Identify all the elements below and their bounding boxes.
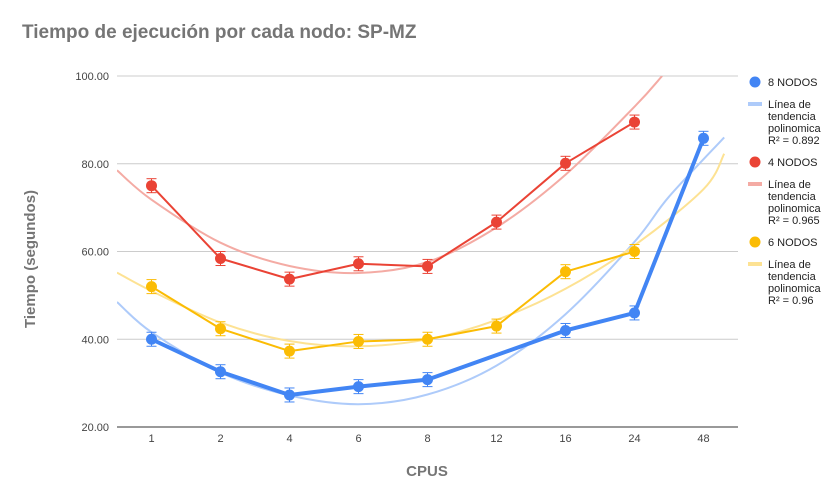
data-series — [146, 114, 709, 403]
legend-trend-label: R² = 0.965 — [768, 215, 820, 227]
data-point — [422, 333, 433, 345]
data-point — [629, 246, 640, 257]
data-point — [284, 389, 295, 401]
legend-trend-label: R² = 0.96 — [768, 295, 814, 307]
data-point — [560, 157, 571, 169]
x-tick-label: 16 — [559, 433, 571, 445]
y-axis-ticks: 20.00 40.00 60.00 80.00 100.00 — [75, 71, 109, 434]
legend-trend-label: Línea de — [768, 179, 811, 191]
y-tick-label: 40.00 — [81, 334, 109, 346]
legend-marker-4-nodos — [749, 156, 761, 168]
y-tick-label: 100.00 — [75, 71, 109, 83]
legend-trend-label: Línea de — [768, 99, 811, 111]
legend-marker-8-nodos — [749, 76, 761, 88]
data-point — [629, 307, 640, 319]
data-point — [422, 374, 433, 386]
legend-trend-label: tendencia — [768, 111, 817, 123]
data-point — [491, 320, 502, 332]
data-point — [146, 281, 157, 293]
x-tick-label: 4 — [286, 433, 292, 445]
legend-trend-label: tendencia — [768, 271, 817, 283]
legend-trend-label: polinomica — [768, 203, 821, 215]
legend-trend-label: polinomica — [768, 283, 821, 295]
legend-label-8-nodos: 8 NODOS — [768, 77, 818, 89]
data-point — [215, 253, 226, 265]
x-tick-label: 1 — [148, 433, 154, 445]
data-point — [491, 216, 502, 228]
data-point — [353, 335, 364, 347]
series-line — [150, 137, 706, 397]
series-4-nodos — [146, 114, 640, 287]
x-tick-label: 6 — [355, 433, 361, 445]
data-point — [698, 132, 709, 144]
x-tick-label: 2 — [217, 433, 223, 445]
x-tick-label: 48 — [697, 433, 709, 445]
data-point — [353, 258, 364, 270]
x-tick-label: 12 — [490, 433, 502, 445]
legend-marker-6-nodos — [749, 236, 761, 248]
data-point — [284, 345, 295, 357]
trendline-4-nodos — [117, 76, 663, 275]
data-point — [146, 180, 157, 192]
legend-trend-label: tendencia — [768, 191, 817, 203]
series-line — [150, 250, 635, 353]
series-line — [150, 121, 636, 281]
data-point — [146, 333, 157, 345]
x-axis-title: CPUS — [406, 463, 448, 480]
x-axis-ticks: 1 2 4 6 8 12 16 24 48 — [148, 433, 709, 445]
data-point — [353, 381, 364, 393]
data-point — [560, 324, 571, 336]
y-axis-title: Tiempo (segundos) — [22, 190, 39, 328]
data-point — [284, 273, 295, 285]
x-tick-label: 24 — [628, 433, 640, 445]
data-point — [215, 366, 226, 378]
series-6-nodos — [146, 244, 640, 359]
y-tick-label: 60.00 — [81, 247, 109, 259]
chart-title: Tiempo de ejecución por cada nodo: SP-MZ — [22, 22, 417, 43]
data-point — [215, 323, 226, 335]
legend-trend-label: Línea de — [768, 259, 811, 271]
legend-trend-label: R² = 0.892 — [768, 135, 820, 147]
legend-label-6-nodos: 6 NODOS — [768, 237, 818, 249]
data-point — [422, 260, 433, 272]
legend-trend-label: polinomica — [768, 123, 821, 135]
y-tick-label: 20.00 — [81, 422, 109, 434]
y-tick-label: 80.00 — [81, 159, 109, 171]
data-point — [629, 116, 640, 128]
data-point — [560, 266, 571, 278]
x-tick-label: 8 — [424, 433, 430, 445]
legend-label-4-nodos: 4 NODOS — [768, 157, 818, 169]
series-8-nodos — [146, 130, 709, 403]
